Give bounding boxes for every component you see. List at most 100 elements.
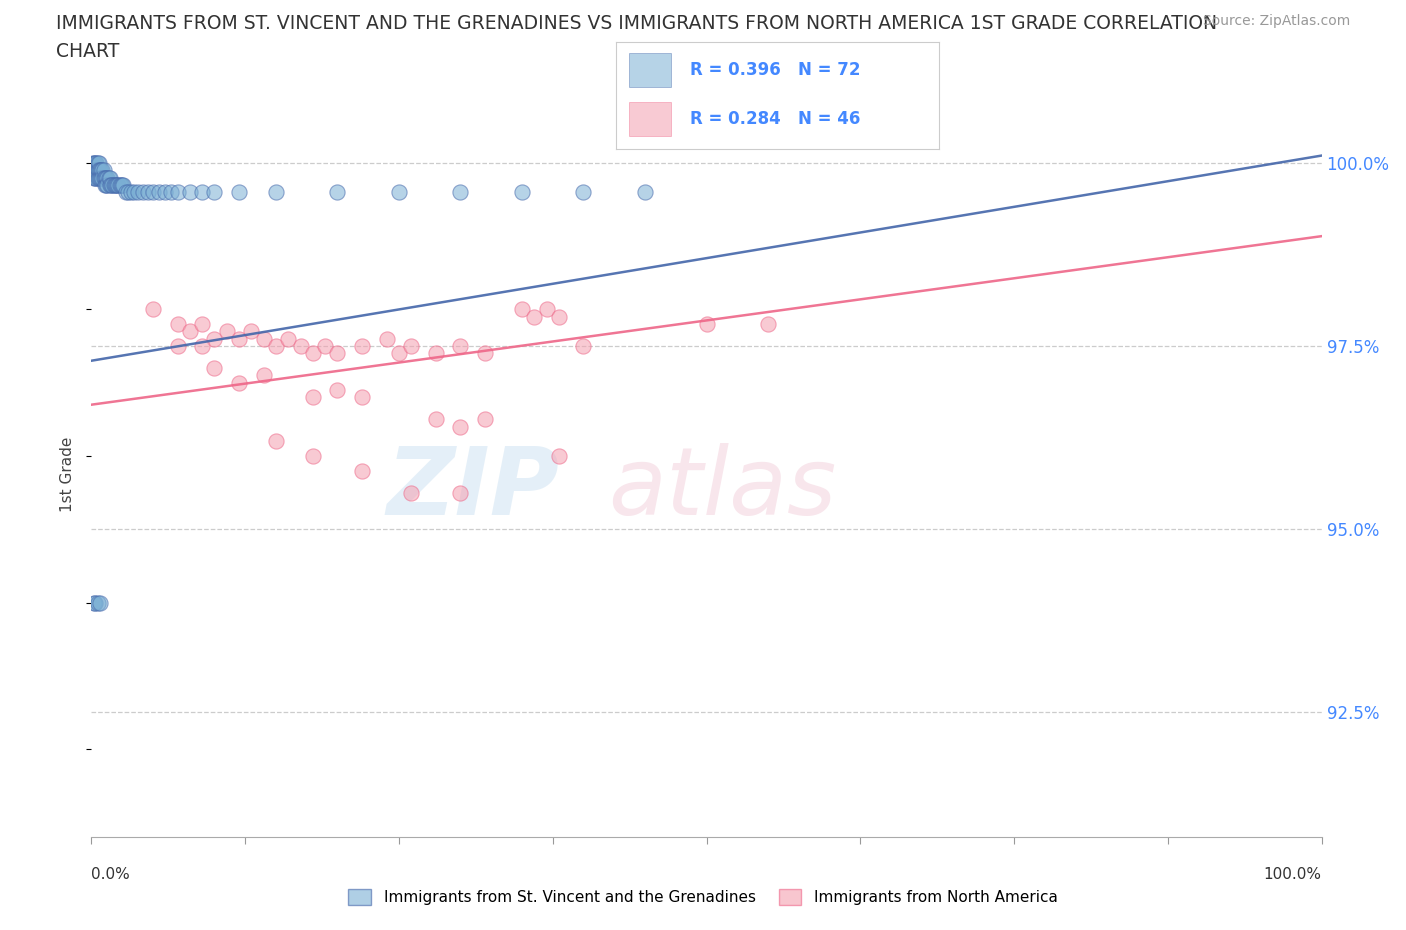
Point — [84, 155, 107, 170]
Point — [191, 185, 214, 200]
Point — [82, 155, 104, 170]
Point — [101, 178, 124, 193]
Point — [148, 185, 170, 200]
Point — [86, 163, 108, 178]
Point — [82, 163, 104, 178]
Point — [301, 346, 323, 361]
Point — [277, 331, 299, 346]
Point — [84, 170, 107, 185]
Point — [474, 346, 496, 361]
Point — [352, 463, 374, 478]
Point — [523, 310, 546, 325]
Point — [84, 163, 107, 178]
Point — [290, 339, 312, 353]
Point — [449, 185, 471, 200]
Point — [756, 316, 779, 331]
Point — [112, 178, 135, 193]
Point — [160, 185, 183, 200]
Point — [326, 382, 349, 397]
Point — [93, 170, 115, 185]
Point — [166, 185, 188, 200]
Point — [93, 163, 115, 178]
Point — [86, 155, 108, 170]
Point — [132, 185, 155, 200]
Point — [94, 170, 117, 185]
Bar — [628, 52, 671, 86]
Point — [87, 170, 110, 185]
Point — [120, 185, 142, 200]
Point — [105, 178, 128, 193]
Point — [399, 339, 422, 353]
Point — [388, 185, 411, 200]
Point — [191, 339, 214, 353]
Point — [301, 448, 323, 463]
Point — [240, 324, 263, 339]
Point — [84, 595, 107, 610]
Point — [83, 163, 105, 178]
Text: atlas: atlas — [607, 444, 837, 535]
Point — [83, 595, 105, 610]
Y-axis label: 1st Grade: 1st Grade — [60, 436, 76, 512]
Point — [142, 185, 165, 200]
Text: R = 0.396   N = 72: R = 0.396 N = 72 — [690, 60, 860, 79]
Point — [86, 163, 108, 178]
Point — [83, 170, 105, 185]
Point — [104, 178, 127, 193]
Point — [449, 419, 471, 434]
Point — [127, 185, 149, 200]
Point — [153, 185, 177, 200]
Point — [399, 485, 422, 500]
Point — [264, 185, 287, 200]
Text: 100.0%: 100.0% — [1264, 867, 1322, 882]
Point — [89, 170, 111, 185]
Point — [89, 163, 111, 178]
Point — [90, 170, 112, 185]
Text: ZIP: ZIP — [387, 443, 558, 535]
Text: 0.0%: 0.0% — [91, 867, 131, 882]
Point — [253, 331, 276, 346]
Point — [572, 339, 595, 353]
Point — [96, 170, 117, 185]
Point — [110, 178, 132, 193]
Point — [510, 185, 533, 200]
Point — [326, 185, 349, 200]
Point — [228, 376, 250, 391]
Point — [142, 302, 165, 317]
Point — [179, 185, 201, 200]
Point — [111, 178, 134, 193]
Point — [228, 331, 250, 346]
Point — [96, 178, 117, 193]
Point — [94, 178, 117, 193]
Point — [105, 178, 127, 193]
Point — [301, 390, 323, 405]
Point — [87, 163, 110, 178]
Point — [166, 339, 188, 353]
Point — [425, 412, 447, 427]
Point — [634, 185, 657, 200]
Text: R = 0.284   N = 46: R = 0.284 N = 46 — [690, 110, 860, 127]
Point — [86, 595, 108, 610]
Point — [352, 339, 374, 353]
Point — [352, 390, 374, 405]
Point — [326, 346, 349, 361]
Point — [449, 339, 471, 353]
Point — [536, 302, 558, 317]
Bar — [628, 101, 671, 136]
Point — [91, 163, 114, 178]
Point — [425, 346, 447, 361]
Point — [91, 170, 114, 185]
Legend: Immigrants from St. Vincent and the Grenadines, Immigrants from North America: Immigrants from St. Vincent and the Gren… — [342, 883, 1064, 911]
Text: CHART: CHART — [56, 42, 120, 60]
Point — [87, 155, 110, 170]
Point — [114, 185, 138, 200]
Point — [179, 324, 201, 339]
Point — [98, 170, 121, 185]
Text: Source: ZipAtlas.com: Source: ZipAtlas.com — [1202, 14, 1350, 28]
Point — [695, 316, 717, 331]
Point — [136, 185, 159, 200]
Point — [100, 178, 122, 193]
Point — [314, 339, 336, 353]
Point — [97, 170, 120, 185]
Point — [103, 178, 125, 193]
Point — [86, 170, 108, 185]
